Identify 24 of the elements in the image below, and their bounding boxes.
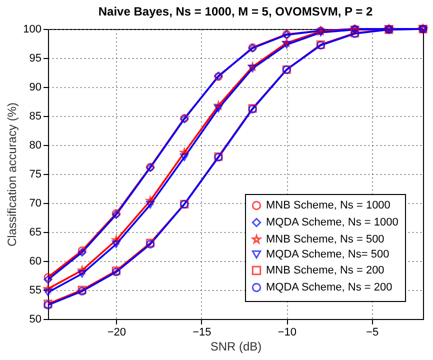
y-tick-label: 65	[29, 226, 42, 238]
y-tick-label: 50	[29, 314, 42, 326]
y-tick-label: 90	[29, 82, 42, 94]
y-tick-label: 55	[29, 284, 42, 296]
y-axis-title: Classification accuracy (%)	[5, 102, 20, 247]
x-axis-title: SNR (dB)	[210, 340, 262, 354]
legend-label: MNB Scheme, Ns = 200	[266, 264, 384, 276]
y-tick-label: 60	[29, 256, 42, 268]
y-tick-label: 70	[29, 198, 42, 210]
legend-label: MQDA Scheme, Ns = 200	[266, 282, 392, 294]
x-tick-label: −10	[278, 326, 296, 338]
chart-title: Naive Bayes, Ns = 1000, M = 5, OVOMSVM, P = 2	[98, 4, 373, 18]
x-tick-label: −15	[192, 326, 212, 338]
y-tick-label: 100	[23, 24, 42, 36]
y-tick-label: 80	[29, 140, 42, 152]
y-tick-label: 95	[29, 52, 42, 64]
y-tick-label: 75	[29, 168, 42, 180]
legend-label: MNB Scheme, Ns = 1000	[266, 200, 390, 212]
x-tick-label: −20	[107, 326, 126, 338]
y-tick-label: 85	[29, 110, 42, 122]
legend-label: MQDA Scheme, Ns= 500	[266, 248, 390, 260]
legend-label: MQDA Scheme, Ns = 1000	[266, 216, 398, 228]
x-tick-label: −5	[366, 326, 379, 338]
legend-label: MNB Scheme, Ns = 500	[266, 234, 384, 246]
